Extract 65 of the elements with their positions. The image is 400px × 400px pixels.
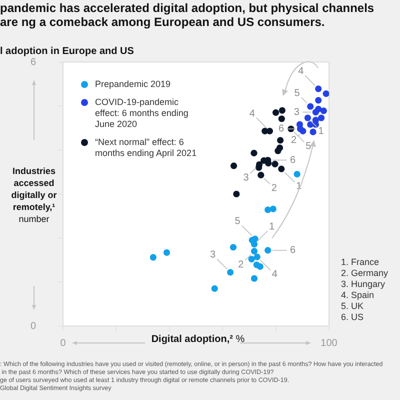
annotation: 4 bbox=[272, 269, 278, 280]
point bbox=[272, 109, 280, 116]
point bbox=[264, 206, 272, 214]
point bbox=[255, 164, 262, 171]
point bbox=[250, 248, 258, 254]
point bbox=[278, 166, 285, 172]
point bbox=[315, 86, 322, 92]
point bbox=[230, 162, 238, 170]
annotation: 6 bbox=[278, 124, 284, 135]
chart-title: pandemic has accelerated digital adoption, but physical channels are ng a comeback among European and US consumers. bbox=[0, 1, 376, 29]
point bbox=[254, 254, 260, 260]
point bbox=[322, 90, 329, 97]
point bbox=[248, 256, 255, 262]
legend-label: “Next normal” effect: 6 months ending April 2021 bbox=[95, 137, 198, 159]
point bbox=[304, 114, 312, 122]
point bbox=[250, 150, 258, 156]
annotation: 3 bbox=[243, 172, 250, 184]
point bbox=[250, 275, 258, 282]
x-tick-label: 100 bbox=[320, 338, 338, 349]
chart-subtitle: l adoption in Europe and US bbox=[0, 46, 134, 57]
point bbox=[318, 114, 325, 122]
annotation: 5 bbox=[234, 216, 241, 228]
point bbox=[320, 108, 327, 114]
point bbox=[233, 190, 240, 198]
annotation: 1 bbox=[268, 221, 275, 232]
annotation: 2 bbox=[271, 183, 278, 194]
point bbox=[227, 269, 234, 276]
text: 1. France 2. Germany 3. Hungary 4. Spain 5. UK 6. US bbox=[341, 257, 388, 323]
point bbox=[277, 137, 284, 144]
point bbox=[278, 107, 286, 114]
annotation: 3 bbox=[210, 250, 216, 261]
point bbox=[272, 160, 278, 168]
point bbox=[230, 244, 237, 251]
annotation: 6 bbox=[290, 154, 296, 166]
annotation: 2 bbox=[238, 259, 244, 270]
annotation: 5 bbox=[306, 141, 312, 152]
legend-label: Prepandemic 2019 bbox=[95, 79, 171, 90]
point bbox=[315, 96, 322, 104]
annotation: 5 bbox=[294, 88, 300, 99]
point bbox=[300, 128, 306, 134]
annotation: 2 bbox=[291, 134, 298, 146]
annotation: 6 bbox=[290, 245, 296, 256]
point bbox=[310, 128, 316, 136]
y-axis-title: Industries accessed digitally or remotely,¹ number bbox=[10, 165, 58, 225]
point bbox=[307, 103, 314, 110]
point bbox=[278, 115, 285, 122]
annotation: 1 bbox=[318, 126, 324, 137]
annotation: 1 bbox=[296, 181, 302, 192]
point bbox=[312, 108, 319, 116]
point bbox=[266, 128, 273, 134]
point bbox=[258, 172, 264, 178]
x-axis-title: Digital adoption,² % bbox=[150, 334, 246, 345]
point bbox=[211, 285, 218, 292]
annotation: 3 bbox=[294, 106, 300, 118]
point bbox=[256, 263, 264, 270]
annotation: 4 bbox=[298, 66, 304, 78]
point bbox=[252, 236, 258, 242]
annotation: 4 bbox=[249, 108, 256, 120]
legend-label: COVID-19-pandemic effect: 6 months ending June 2020 bbox=[95, 97, 190, 130]
point bbox=[264, 247, 272, 254]
point bbox=[274, 148, 282, 154]
point bbox=[163, 249, 170, 256]
point bbox=[294, 170, 300, 178]
point bbox=[270, 206, 276, 212]
point bbox=[150, 254, 156, 261]
